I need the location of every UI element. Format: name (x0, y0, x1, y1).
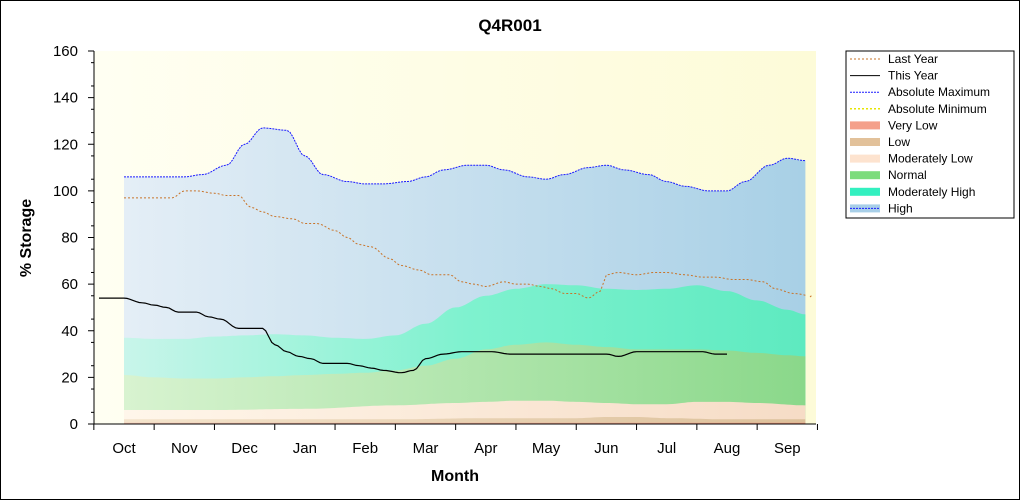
y-ticks: 0 20 40 60 80 100 120 140 160 (53, 43, 94, 433)
y-tick-label: 120 (53, 136, 78, 153)
line-absolute-maximum (124, 127, 806, 192)
legend-label-absolute-maximum: Absolute Maximum (888, 85, 990, 99)
y-tick-label: 140 (53, 90, 78, 107)
band-normal (124, 342, 806, 424)
legend-label-this-year: This Year (888, 69, 938, 83)
x-tick-label: May (532, 440, 561, 457)
y-tick-label: 80 (61, 230, 78, 247)
y-tick-label: 40 (61, 323, 78, 340)
legend-label-high: High (888, 201, 913, 215)
x-tick-label: Sep (774, 440, 801, 457)
legend-label-low: Low (888, 135, 910, 149)
legend-swatch-low (850, 138, 880, 146)
legend-label-moderately-high: Moderately High (888, 185, 975, 199)
x-tick-label: Apr (474, 440, 497, 457)
x-tick-label: Jul (657, 440, 676, 457)
y-tick-label: 0 (70, 416, 78, 433)
series-lines (99, 127, 812, 374)
legend-label-absolute-minimum: Absolute Minimum (888, 102, 987, 116)
x-tick-label: Oct (112, 440, 136, 457)
legend-label-very-low: Very Low (888, 118, 938, 132)
x-tick-label: Aug (714, 440, 741, 457)
band-low (124, 417, 806, 424)
x-tick-label: Jan (293, 440, 317, 457)
x-axis-title: Month (431, 468, 479, 485)
line-last-year-tail (809, 295, 812, 298)
chart-title: Q4R001 (478, 16, 541, 35)
y-tick-label: 100 (53, 183, 78, 200)
x-tick-label: Feb (352, 440, 378, 457)
y-tick-label: 20 (61, 369, 78, 386)
line-last-year (124, 190, 806, 299)
line-this-year (99, 297, 727, 374)
legend-label-normal: Normal (888, 168, 927, 182)
legend-swatch-normal (850, 171, 880, 180)
storage-bands (124, 127, 806, 425)
legend-swatch-moderately-high (850, 187, 880, 196)
x-tick-label: Dec (231, 440, 258, 457)
legend-label-last-year: Last Year (888, 52, 938, 66)
y-tick-label: 160 (53, 43, 78, 60)
y-axis-title: % Storage (18, 199, 35, 277)
legend-label-moderately-low: Moderately Low (888, 152, 973, 166)
y-tick-label: 60 (61, 276, 78, 293)
x-tick-label: Nov (171, 440, 198, 457)
x-ticks: Oct Nov Dec Jan Feb Mar Apr May Jun Jul Aug Sep (93, 424, 818, 457)
x-tick-label: Mar (413, 440, 439, 457)
legend-swatch-moderately-low (850, 154, 880, 163)
x-tick-label: Jun (594, 440, 618, 457)
legend-swatch-very-low (850, 121, 880, 130)
legend: Last Year This Year Absolute Maximum Absolu… (845, 50, 1015, 219)
